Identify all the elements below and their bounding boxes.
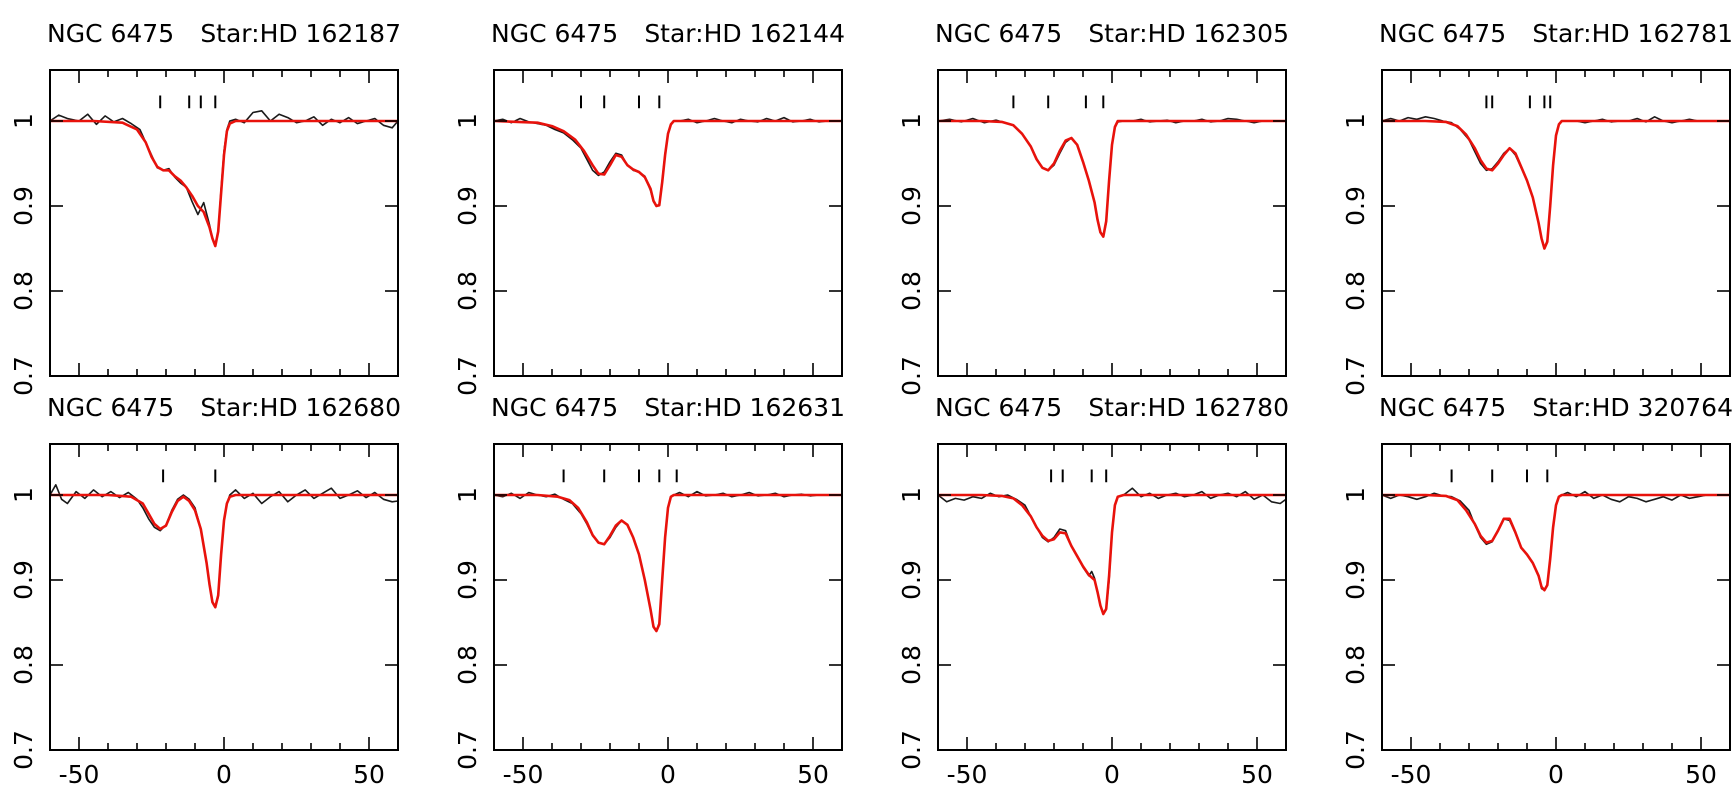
- panel-5: NGC 6475 Star:HD 162680 -50 0 50 0.7 0.8 0.9 1: [9, 393, 401, 789]
- y-tick-label: 0.7: [1341, 730, 1370, 770]
- x-tick-label: 50: [1241, 760, 1273, 789]
- y-tick-label: 1: [9, 113, 38, 129]
- x-tick-label: -50: [503, 760, 544, 789]
- y-tick-label: 1: [897, 487, 926, 503]
- plot-frame: [49, 69, 399, 377]
- fit-spectrum-line: [1382, 493, 1730, 592]
- x-tick-label: 0: [216, 760, 232, 789]
- fit-spectrum-line: [50, 493, 398, 609]
- observed-spectrum-line: [50, 110, 398, 246]
- x-tick-label: -50: [947, 760, 988, 789]
- y-tick-label: 0.7: [897, 356, 926, 396]
- panel-star-label: Star:HD 320764: [1532, 393, 1733, 422]
- fit-spectrum-line: [494, 493, 842, 633]
- panel-2: NGC 6475 Star:HD 162144 0.7 0.8 0.9 1: [453, 19, 845, 396]
- fit-spectrum-line: [494, 119, 842, 208]
- plot-frame: [937, 443, 1287, 751]
- y-tick-label: 0.8: [1341, 271, 1370, 311]
- fit-spectrum-line: [1382, 119, 1730, 250]
- plot-frame: [49, 443, 399, 751]
- panel-3: NGC 6475 Star:HD 162305 0.7 0.8 0.9 1: [897, 19, 1289, 396]
- panel-cluster-label: NGC 6475: [47, 393, 174, 422]
- y-tick-label: 0.7: [897, 730, 926, 770]
- y-tick-label: 0.9: [453, 560, 482, 600]
- y-tick-label: 1: [1341, 113, 1370, 129]
- y-tick-label: 0.8: [897, 271, 926, 311]
- fit-spectrum-line: [938, 119, 1286, 238]
- y-tick-label: 0.7: [1341, 356, 1370, 396]
- panel-1: NGC 6475 Star:HD 162187 0.7 0.8 0.9 1: [9, 19, 401, 396]
- y-tick-label: 1: [453, 487, 482, 503]
- y-tick-label: 0.9: [453, 186, 482, 226]
- y-tick-label: 1: [453, 113, 482, 129]
- y-tick-label: 0.8: [453, 271, 482, 311]
- y-tick-label: 0.9: [897, 186, 926, 226]
- panel-cluster-label: NGC 6475: [1379, 19, 1506, 48]
- y-tick-label: 1: [1341, 487, 1370, 503]
- y-tick-label: 1: [9, 487, 38, 503]
- y-tick-label: 0.8: [9, 271, 38, 311]
- fit-spectrum-line: [938, 493, 1286, 616]
- panel-star-label: Star:HD 162187: [200, 19, 401, 48]
- panel-cluster-label: NGC 6475: [935, 19, 1062, 48]
- panel-star-label: Star:HD 162144: [644, 19, 845, 48]
- y-tick-label: 0.8: [9, 645, 38, 685]
- panel-cluster-label: NGC 6475: [491, 393, 618, 422]
- panel-cluster-label: NGC 6475: [47, 19, 174, 48]
- y-tick-label: 0.9: [9, 560, 38, 600]
- x-tick-label: -50: [59, 760, 100, 789]
- fit-spectrum-line: [50, 119, 398, 248]
- y-tick-label: 0.9: [1341, 186, 1370, 226]
- panel-4: NGC 6475 Star:HD 162781 0.7 0.8 0.9 1: [1341, 19, 1733, 396]
- x-tick-label: 0: [1548, 760, 1564, 789]
- x-tick-label: 0: [1104, 760, 1120, 789]
- y-tick-label: 0.9: [1341, 560, 1370, 600]
- plot-frame: [937, 69, 1287, 377]
- y-tick-label: 0.8: [1341, 645, 1370, 685]
- y-tick-label: 0.9: [9, 186, 38, 226]
- x-tick-label: -50: [1391, 760, 1432, 789]
- y-tick-label: 0.8: [453, 645, 482, 685]
- panel-6: NGC 6475 Star:HD 162631 -50 0 50 0.7 0.8 0.9 1: [453, 393, 845, 789]
- panel-7: NGC 6475 Star:HD 162780 -50 0 50 0.7 0.8 0.9 1: [897, 393, 1289, 789]
- y-tick-label: 1: [897, 113, 926, 129]
- panel-star-label: Star:HD 162305: [1088, 19, 1289, 48]
- panel-star-label: Star:HD 162780: [1088, 393, 1289, 422]
- observed-spectrum-line: [938, 117, 1286, 238]
- panel-cluster-label: NGC 6475: [491, 19, 618, 48]
- x-tick-label: 50: [1685, 760, 1717, 789]
- plot-frame: [493, 69, 843, 377]
- panel-star-label: Star:HD 162781: [1532, 19, 1733, 48]
- x-tick-label: 50: [797, 760, 829, 789]
- y-tick-label: 0.7: [453, 730, 482, 770]
- observed-spectrum-line: [50, 484, 398, 608]
- y-tick-label: 0.7: [9, 730, 38, 770]
- x-tick-label: 50: [353, 760, 385, 789]
- panel-cluster-label: NGC 6475: [935, 393, 1062, 422]
- y-tick-label: 0.7: [453, 356, 482, 396]
- y-tick-label: 0.9: [897, 560, 926, 600]
- panel-8: NGC 6475 Star:HD 320764 -50 0 50 0.7 0.8 0.9 1: [1341, 393, 1733, 789]
- plot-frame: [1381, 443, 1731, 751]
- plot-frame: [1381, 69, 1731, 377]
- panel-cluster-label: NGC 6475: [1379, 393, 1506, 422]
- y-tick-label: 0.8: [897, 645, 926, 685]
- panel-star-label: Star:HD 162680: [200, 393, 401, 422]
- panel-star-label: Star:HD 162631: [644, 393, 845, 422]
- plot-frame: [493, 443, 843, 751]
- y-tick-label: 0.7: [9, 356, 38, 396]
- x-tick-label: 0: [660, 760, 676, 789]
